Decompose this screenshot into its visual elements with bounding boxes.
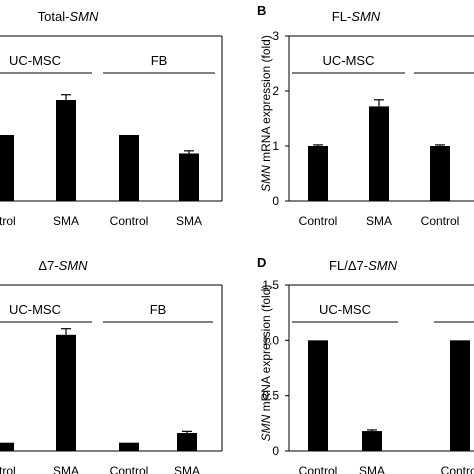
panel-letter: D [257,255,266,270]
x-tick-label: SMA [53,214,79,228]
bar [56,100,76,201]
bar [0,442,14,451]
chart-panel-1: Total-SMN ntrol SMA Control SMA UC-MSC FB [0,9,223,228]
x-tick-label: Control [441,464,474,474]
group-label: UC-MSC [323,53,375,68]
chart-title-part: FL- [332,9,352,24]
group-label: FB [150,302,167,317]
chart-title: Δ7-SMN [38,258,88,273]
chart-title-part: SMN [368,258,398,273]
y-tick-label: 0 [272,444,279,458]
chart-title-part: Total- [38,9,70,24]
bar [450,340,470,451]
y-axis-label: SMN mRNA expression (fold) [259,35,273,192]
group-label: FB [151,53,168,68]
chart-title-part: SMN [59,258,89,273]
x-tick-label: Control [110,464,149,474]
chart-title-part: Δ7- [38,258,58,273]
y-tick-label: 1 [272,139,279,153]
panel-letter: B [257,3,266,18]
y-axis-label: SMN mRNA expression (fold) [259,285,273,442]
bar [0,135,14,201]
x-tick-label: SMA [53,464,79,474]
bar [430,146,450,201]
x-tick-label: ntrol [0,464,16,474]
bar [119,442,139,451]
bar [362,431,382,451]
chart-title-part: FL/Δ7- [329,258,368,273]
y-tick-label: 1.5 [262,278,279,292]
y-axis-label-part: mRNA expression (fold) [259,285,273,415]
y-axis-label-part: SMN [259,165,273,192]
chart-title-part: SMN [351,9,381,24]
group-label: UC-MSC [9,302,61,317]
bar [56,334,76,451]
y-tick-label: 0.5 [262,389,279,403]
chart-title: FL-SMN [332,9,381,24]
bar [308,340,328,451]
bar [119,135,139,201]
chart-title-part: SMN [69,9,99,24]
y-tick-label: 1.0 [262,333,279,347]
x-tick-label: SMA [366,214,392,228]
x-tick-label: SMA [174,464,200,474]
bar [179,153,199,201]
x-tick-label: Control [299,464,338,474]
y-tick-label: 2 [272,84,279,98]
x-tick-label: Control [110,214,149,228]
y-axis-label-part: mRNA expression (fold) [259,35,273,165]
bar [177,433,197,451]
group-label: UC-MSC [9,53,61,68]
chart-title: Total-SMN [38,9,99,24]
chart-panel-3: Δ7-SMN ntrol SMA Control SMA UC-MSC FB [0,258,223,474]
y-tick-label: 0 [272,194,279,208]
x-tick-label: Control [421,214,460,228]
bar [369,106,389,201]
x-tick-label: SMA [176,214,202,228]
y-axis-label-part: SMN [259,414,273,441]
y-tick-label: 3 [272,29,279,43]
x-tick-label: Control [299,214,338,228]
chart-title: FL/Δ7-SMN [329,258,398,273]
x-tick-label: SMA [359,464,385,474]
bar [308,146,328,201]
group-label: UC-MSC [319,302,371,317]
x-tick-label: ntrol [0,214,16,228]
